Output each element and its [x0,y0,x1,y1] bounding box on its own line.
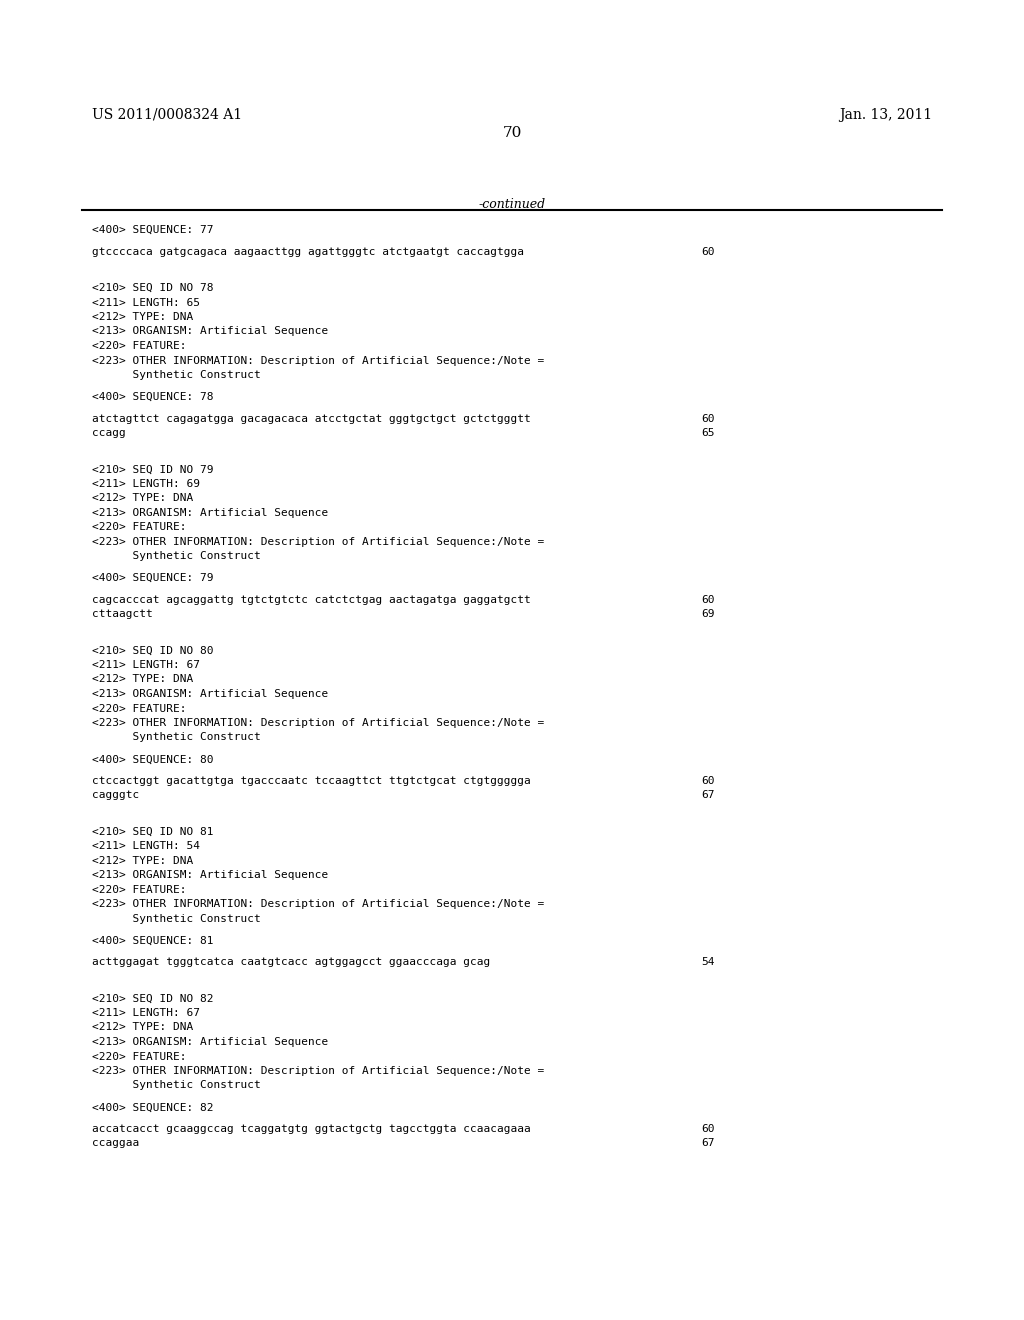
Text: Synthetic Construct: Synthetic Construct [92,1081,261,1090]
Text: 54: 54 [701,957,715,968]
Text: US 2011/0008324 A1: US 2011/0008324 A1 [92,108,243,121]
Text: <210> SEQ ID NO 79: <210> SEQ ID NO 79 [92,465,214,474]
Text: acttggagat tgggtcatca caatgtcacc agtggagcct ggaacccaga gcag: acttggagat tgggtcatca caatgtcacc agtggag… [92,957,490,968]
Text: Jan. 13, 2011: Jan. 13, 2011 [839,108,932,121]
Text: <223> OTHER INFORMATION: Description of Artificial Sequence:/Note =: <223> OTHER INFORMATION: Description of … [92,1067,545,1076]
Text: <400> SEQUENCE: 79: <400> SEQUENCE: 79 [92,573,214,583]
Text: <210> SEQ ID NO 80: <210> SEQ ID NO 80 [92,645,214,656]
Text: <213> ORGANISM: Artificial Sequence: <213> ORGANISM: Artificial Sequence [92,1038,329,1047]
Text: <212> TYPE: DNA: <212> TYPE: DNA [92,312,194,322]
Text: 60: 60 [701,247,715,257]
Text: <213> ORGANISM: Artificial Sequence: <213> ORGANISM: Artificial Sequence [92,870,329,880]
Text: <400> SEQUENCE: 81: <400> SEQUENCE: 81 [92,936,214,945]
Text: Synthetic Construct: Synthetic Construct [92,552,261,561]
Text: <212> TYPE: DNA: <212> TYPE: DNA [92,675,194,685]
Text: atctagttct cagagatgga gacagacaca atcctgctat gggtgctgct gctctgggtt: atctagttct cagagatgga gacagacaca atcctgc… [92,413,530,424]
Text: ctccactggt gacattgtga tgacccaatc tccaagttct ttgtctgcat ctgtggggga: ctccactggt gacattgtga tgacccaatc tccaagt… [92,776,530,785]
Text: <211> LENGTH: 54: <211> LENGTH: 54 [92,841,200,851]
Text: <400> SEQUENCE: 78: <400> SEQUENCE: 78 [92,392,214,401]
Text: -continued: -continued [478,198,546,211]
Text: <220> FEATURE:: <220> FEATURE: [92,523,186,532]
Text: <400> SEQUENCE: 82: <400> SEQUENCE: 82 [92,1102,214,1113]
Text: <210> SEQ ID NO 78: <210> SEQ ID NO 78 [92,282,214,293]
Text: <223> OTHER INFORMATION: Description of Artificial Sequence:/Note =: <223> OTHER INFORMATION: Description of … [92,718,545,729]
Text: 60: 60 [701,413,715,424]
Text: 70: 70 [503,125,521,140]
Text: cagcacccat agcaggattg tgtctgtctc catctctgag aactagatga gaggatgctt: cagcacccat agcaggattg tgtctgtctc catctct… [92,595,530,605]
Text: <223> OTHER INFORMATION: Description of Artificial Sequence:/Note =: <223> OTHER INFORMATION: Description of … [92,899,545,909]
Text: <213> ORGANISM: Artificial Sequence: <213> ORGANISM: Artificial Sequence [92,508,329,517]
Text: <400> SEQUENCE: 80: <400> SEQUENCE: 80 [92,754,214,764]
Text: 69: 69 [701,610,715,619]
Text: <212> TYPE: DNA: <212> TYPE: DNA [92,494,194,503]
Text: <213> ORGANISM: Artificial Sequence: <213> ORGANISM: Artificial Sequence [92,689,329,700]
Text: 60: 60 [701,1125,715,1134]
Text: 67: 67 [701,791,715,800]
Text: ccaggaa: ccaggaa [92,1138,139,1148]
Text: Synthetic Construct: Synthetic Construct [92,733,261,742]
Text: 60: 60 [701,595,715,605]
Text: <212> TYPE: DNA: <212> TYPE: DNA [92,855,194,866]
Text: accatcacct gcaaggccag tcaggatgtg ggtactgctg tagcctggta ccaacagaaa: accatcacct gcaaggccag tcaggatgtg ggtactg… [92,1125,530,1134]
Text: Synthetic Construct: Synthetic Construct [92,913,261,924]
Text: gtccccaca gatgcagaca aagaacttgg agattgggtc atctgaatgt caccagtgga: gtccccaca gatgcagaca aagaacttgg agattggg… [92,247,524,257]
Text: <400> SEQUENCE: 77: <400> SEQUENCE: 77 [92,224,214,235]
Text: <223> OTHER INFORMATION: Description of Artificial Sequence:/Note =: <223> OTHER INFORMATION: Description of … [92,537,545,546]
Text: <211> LENGTH: 67: <211> LENGTH: 67 [92,1008,200,1018]
Text: <211> LENGTH: 69: <211> LENGTH: 69 [92,479,200,488]
Text: <213> ORGANISM: Artificial Sequence: <213> ORGANISM: Artificial Sequence [92,326,329,337]
Text: <220> FEATURE:: <220> FEATURE: [92,704,186,714]
Text: <210> SEQ ID NO 81: <210> SEQ ID NO 81 [92,826,214,837]
Text: <212> TYPE: DNA: <212> TYPE: DNA [92,1023,194,1032]
Text: 67: 67 [701,1138,715,1148]
Text: ccagg: ccagg [92,428,126,438]
Text: <220> FEATURE:: <220> FEATURE: [92,1052,186,1061]
Text: <220> FEATURE:: <220> FEATURE: [92,884,186,895]
Text: 60: 60 [701,776,715,785]
Text: 65: 65 [701,428,715,438]
Text: cttaagctt: cttaagctt [92,610,153,619]
Text: Synthetic Construct: Synthetic Construct [92,370,261,380]
Text: <223> OTHER INFORMATION: Description of Artificial Sequence:/Note =: <223> OTHER INFORMATION: Description of … [92,355,545,366]
Text: <220> FEATURE:: <220> FEATURE: [92,341,186,351]
Text: <210> SEQ ID NO 82: <210> SEQ ID NO 82 [92,994,214,1003]
Text: <211> LENGTH: 65: <211> LENGTH: 65 [92,297,200,308]
Text: <211> LENGTH: 67: <211> LENGTH: 67 [92,660,200,671]
Text: cagggtc: cagggtc [92,791,139,800]
